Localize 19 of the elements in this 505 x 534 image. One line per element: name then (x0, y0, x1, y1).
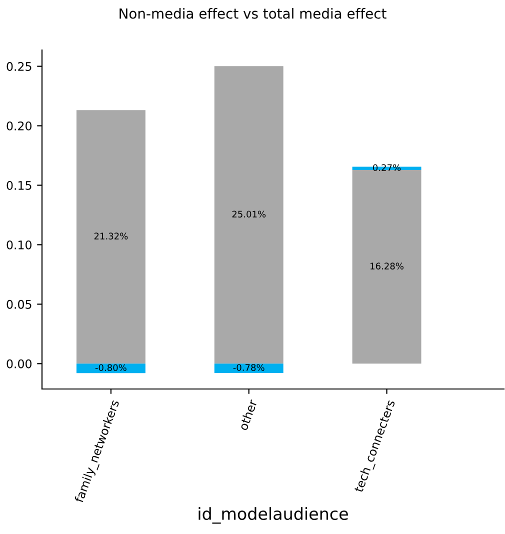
y-tick-label: 0.05 (6, 300, 32, 309)
data-label: -0.78% (233, 364, 264, 371)
bar (352, 170, 422, 364)
bar (76, 364, 146, 374)
data-label: 16.28% (370, 262, 404, 270)
y-tick-label: 0.25 (6, 62, 32, 71)
y-tick-label: 0.00 (6, 359, 32, 368)
chart-title: Non-media effect vs total media effect (120, 8, 386, 19)
data-label: -0.80% (95, 364, 126, 372)
bar (76, 110, 146, 364)
x-axis-title: id_modelaudience (198, 507, 348, 524)
data-label: 21.32% (94, 232, 128, 240)
data-label: 25.01% (232, 210, 266, 218)
y-tick-label: 0.10 (6, 240, 32, 250)
y-tick-label: 0.15 (6, 180, 32, 190)
y-tick-label: 0.20 (6, 121, 32, 130)
bar (214, 66, 284, 364)
x-tick-label: other (238, 398, 258, 431)
bar (214, 364, 284, 373)
